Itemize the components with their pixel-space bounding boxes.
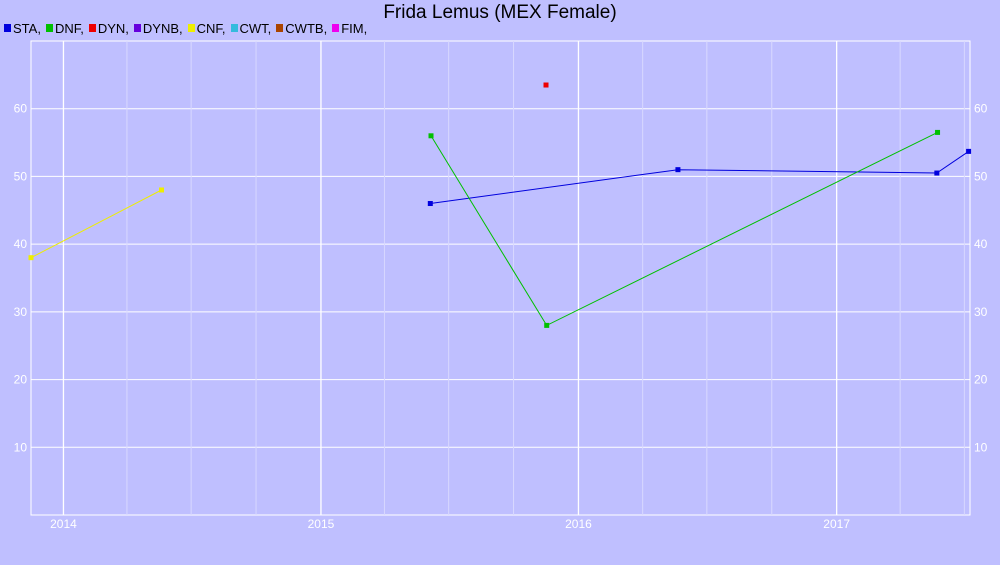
- x-tick-label: 2015: [308, 517, 335, 531]
- y-tick-label-left: 50: [14, 169, 28, 183]
- series-layer: [28, 82, 972, 328]
- legend-label: DNF,: [54, 20, 84, 36]
- legend-item: DYNB,: [133, 20, 183, 36]
- series-line-cnf: [30, 189, 162, 259]
- legend-swatch: [276, 24, 284, 32]
- y-tick-label-left: 10: [14, 440, 28, 454]
- y-tick-label-left: 40: [14, 237, 28, 251]
- x-tick-label: 2016: [565, 517, 592, 531]
- y-tick-label-left: 30: [14, 305, 28, 319]
- legend-item: FIM,: [332, 21, 367, 36]
- series-line-sta: [430, 150, 969, 204]
- legend-swatch: [88, 24, 96, 32]
- data-point-sta: [427, 201, 433, 207]
- y-tick-label-right: 20: [974, 373, 988, 387]
- legend-item: CNF,: [187, 20, 226, 36]
- legend-item: DYN,: [88, 20, 129, 36]
- plot-area: [30, 40, 971, 516]
- legend: STA, DNF, DYN, DYNB, CNF, CWT, CWTB, FIM,: [4, 20, 372, 36]
- legend-swatch: [187, 24, 195, 32]
- y-tick-label-right: 50: [974, 169, 988, 183]
- data-point-dnf: [428, 133, 434, 139]
- legend-swatch: [4, 24, 11, 32]
- x-tick-label: 2014: [50, 517, 77, 531]
- x-tick-label: 2017: [823, 517, 850, 531]
- y-tick-label-left: 20: [14, 373, 28, 387]
- legend-label: STA,: [13, 20, 41, 36]
- data-point-dyn: [543, 82, 549, 88]
- y-tick-label-right: 60: [974, 102, 988, 116]
- legend-swatch: [332, 24, 340, 32]
- y-tick-label-right: 10: [974, 440, 988, 454]
- data-point-sta: [675, 167, 681, 173]
- legend-item: DNF,: [45, 20, 84, 36]
- legend-label: CWTB,: [285, 20, 328, 36]
- data-point-cnf: [159, 187, 165, 193]
- legend-swatch: [45, 24, 53, 32]
- data-point-sta: [934, 170, 940, 176]
- legend-item: CWT,: [230, 20, 272, 36]
- data-point-cnf: [28, 255, 34, 261]
- legend-label: CWT,: [239, 20, 272, 36]
- legend-label: DYN,: [97, 20, 129, 36]
- data-point-dnf: [935, 129, 941, 135]
- legend-swatch: [133, 24, 141, 32]
- axis-layer: 10 10 20 20 30 30 40 40 50 50 60 60 2014 2015 2016 2017: [14, 102, 988, 531]
- legend-label: CNF,: [196, 20, 226, 36]
- legend-label: DYNB,: [142, 20, 183, 36]
- legend-item: CWTB,: [276, 21, 327, 36]
- legend-label: FIM,: [341, 20, 368, 36]
- data-point-sta: [966, 148, 972, 154]
- chart-title: Frida Lemus (MEX Female): [383, 2, 617, 23]
- y-tick-label-right: 30: [974, 305, 988, 319]
- grid-layer: [31, 41, 970, 515]
- legend-swatch: [230, 24, 238, 32]
- data-point-dnf: [544, 322, 550, 328]
- y-tick-label-left: 60: [14, 102, 28, 116]
- legend-item: STA,: [4, 21, 41, 36]
- y-tick-label-right: 40: [974, 237, 988, 251]
